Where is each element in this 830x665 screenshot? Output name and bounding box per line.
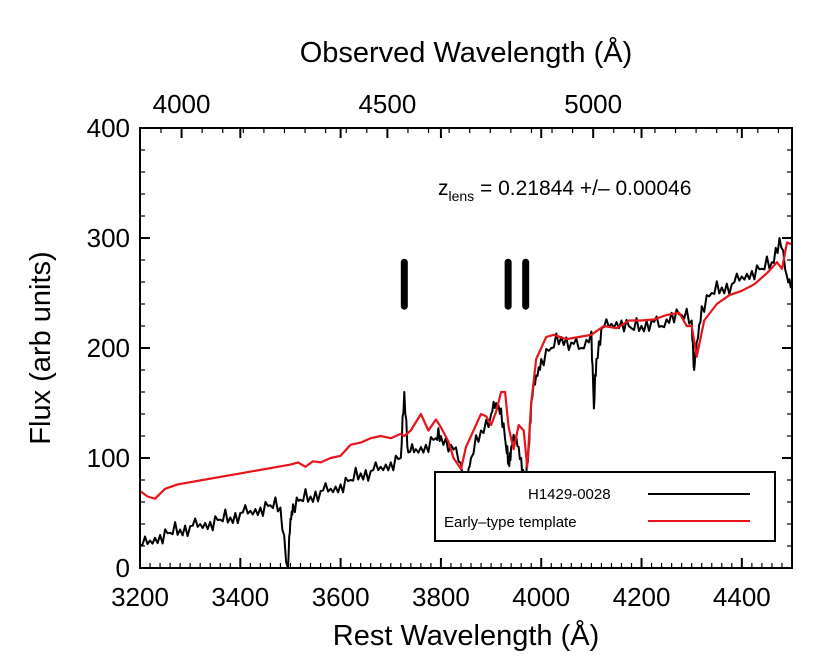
x-tick-label: 3800 xyxy=(412,582,470,612)
y-tick-label: 0 xyxy=(116,553,130,583)
redshift-annotation: zlens = 0.21844 +/– 0.00046 xyxy=(438,177,691,204)
annotation-subscript: lens xyxy=(449,188,475,204)
annotation-value: = 0.21844 +/– 0.00046 xyxy=(474,177,691,200)
line-markers xyxy=(400,258,530,310)
plot-frame xyxy=(139,127,793,569)
x-tick-label: 4200 xyxy=(613,582,671,612)
legend-box xyxy=(434,471,776,542)
x-tick-label: 3400 xyxy=(211,582,269,612)
x-tick-label: 4400 xyxy=(713,582,771,612)
top-axis-ticks: 4000 4500 5000 xyxy=(139,89,780,138)
x-tick-label: 3600 xyxy=(312,582,370,612)
y-tick-label: 100 xyxy=(87,443,130,473)
annotation-prefix: z xyxy=(438,177,449,200)
tick-labels: 3200 3400 3600 3800 4000 4200 4400 0 100 200 300 40… xyxy=(87,113,771,612)
series-template-line xyxy=(139,241,793,500)
y-tick-label: 200 xyxy=(87,333,130,363)
series-observed-line xyxy=(139,237,793,569)
x-axis-title: Rest Wavelength (Å) xyxy=(333,619,599,652)
legend-label-observed: H1429-0028 xyxy=(528,486,611,503)
x-tick-label: 4000 xyxy=(512,582,570,612)
y-tick-label: 400 xyxy=(87,113,130,143)
x-tick-label: 3200 xyxy=(111,582,169,612)
legend-label-template: Early–type template xyxy=(444,514,577,531)
top-tick-label: 4500 xyxy=(358,89,416,119)
series-layer xyxy=(139,237,793,569)
top-tick-label: 4000 xyxy=(153,89,211,119)
top-axis-title: Observed Wavelength (Å) xyxy=(300,36,633,69)
y-axis-title: Flux (arb units) xyxy=(25,251,57,444)
top-tick-label: 5000 xyxy=(564,89,622,119)
legend: H1429-0028 Early–type template xyxy=(434,471,776,542)
y-tick-label: 300 xyxy=(87,223,130,253)
